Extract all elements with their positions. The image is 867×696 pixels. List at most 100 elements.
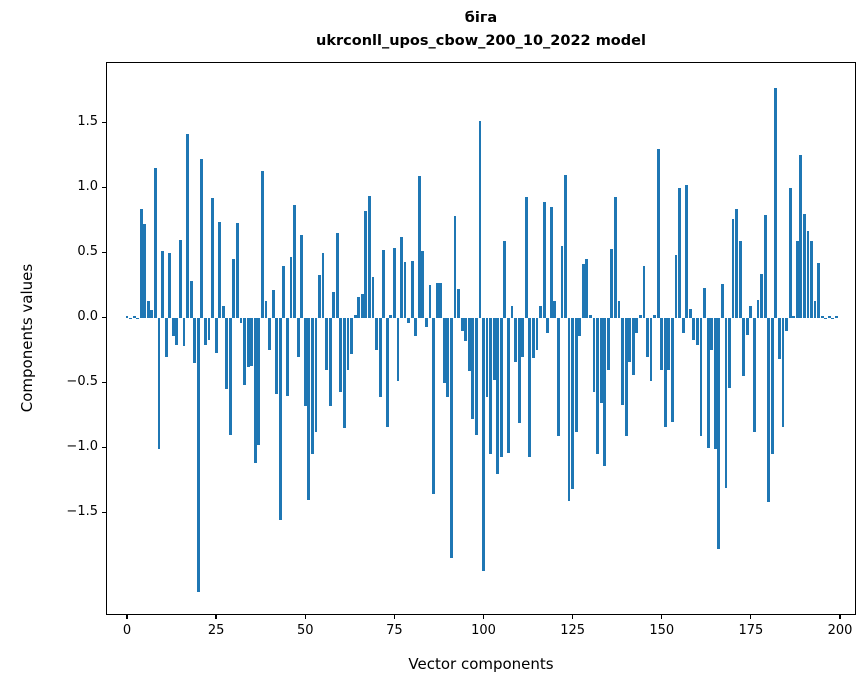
bar — [728, 317, 731, 388]
bar — [421, 251, 425, 318]
bar — [546, 317, 550, 334]
bar — [161, 251, 165, 318]
bar — [763, 215, 767, 318]
bar — [685, 185, 689, 318]
x-tick-label: 25 — [207, 623, 225, 638]
bar — [410, 260, 414, 318]
chart-subtitle: ukrconll_upos_cbow_200_10_2022 model — [316, 33, 646, 49]
bar — [467, 317, 471, 371]
bar — [296, 317, 300, 357]
bar — [129, 317, 132, 319]
bar — [649, 317, 653, 382]
bar — [457, 289, 460, 318]
bar — [610, 248, 614, 318]
bar — [385, 317, 389, 427]
bar — [164, 317, 168, 357]
bar — [835, 316, 838, 318]
bar — [663, 317, 667, 427]
bar — [321, 252, 325, 318]
bar — [357, 296, 361, 318]
bar — [717, 317, 721, 550]
bar — [795, 241, 799, 318]
bar — [585, 259, 589, 318]
bar — [264, 300, 268, 318]
bar — [300, 234, 304, 318]
bar — [706, 317, 710, 448]
x-tick-label: 200 — [827, 623, 853, 638]
bar — [760, 273, 763, 318]
bar — [753, 317, 756, 433]
bar — [567, 317, 571, 501]
x-axis-label: Vector components — [408, 655, 554, 673]
bar — [564, 174, 567, 318]
bar — [325, 317, 329, 370]
bar — [428, 285, 432, 318]
bar — [435, 282, 439, 318]
bar — [660, 317, 664, 370]
bar — [528, 317, 532, 457]
bar — [189, 281, 193, 318]
bar — [738, 241, 742, 318]
bar — [720, 283, 724, 318]
bar — [246, 317, 250, 368]
bar — [781, 317, 785, 427]
bar — [371, 277, 375, 318]
bar — [671, 317, 674, 422]
bar — [364, 211, 368, 318]
bar — [592, 317, 596, 392]
bar — [360, 294, 364, 318]
y-tick-label: −1.5 — [66, 504, 98, 520]
bar — [175, 317, 179, 345]
x-tick-mark — [393, 615, 395, 620]
x-tick-mark — [126, 615, 128, 620]
bar — [289, 256, 293, 318]
bar — [499, 317, 503, 457]
bar — [318, 274, 321, 318]
plot-area — [106, 62, 856, 615]
bar — [353, 315, 357, 318]
bar — [193, 317, 197, 364]
bar — [343, 317, 346, 429]
bar — [375, 317, 378, 351]
x-tick-mark — [750, 615, 752, 620]
bar — [756, 299, 760, 318]
bar — [631, 317, 635, 375]
bar — [460, 317, 464, 331]
bar — [574, 317, 578, 433]
bar — [571, 317, 575, 490]
bar — [785, 317, 788, 331]
x-tick-mark — [304, 615, 306, 620]
bar — [225, 317, 229, 390]
bar — [303, 317, 307, 407]
x-tick-label: 0 — [122, 623, 132, 638]
y-tick-mark — [101, 447, 106, 449]
bar — [207, 317, 211, 340]
bar — [132, 316, 136, 318]
bar — [425, 317, 428, 327]
bar — [350, 317, 353, 355]
bar — [228, 317, 232, 435]
bar — [125, 316, 129, 318]
bar — [817, 263, 821, 318]
bar — [214, 317, 218, 353]
x-tick-mark — [839, 615, 841, 620]
bar — [482, 317, 485, 572]
y-tick-mark — [101, 122, 106, 124]
bar — [531, 317, 535, 358]
bar — [667, 317, 671, 370]
x-tick-mark — [572, 615, 574, 620]
y-tick-label: 0.0 — [77, 309, 98, 325]
bar — [367, 195, 371, 318]
x-tick-mark — [482, 615, 485, 620]
bar — [171, 317, 175, 336]
bar — [813, 300, 817, 318]
bar — [642, 265, 646, 318]
bar — [735, 208, 739, 318]
bar — [628, 317, 632, 362]
bar — [442, 317, 446, 383]
bar — [492, 317, 496, 381]
bar — [496, 317, 500, 474]
bar — [346, 317, 350, 370]
bar — [414, 317, 418, 336]
